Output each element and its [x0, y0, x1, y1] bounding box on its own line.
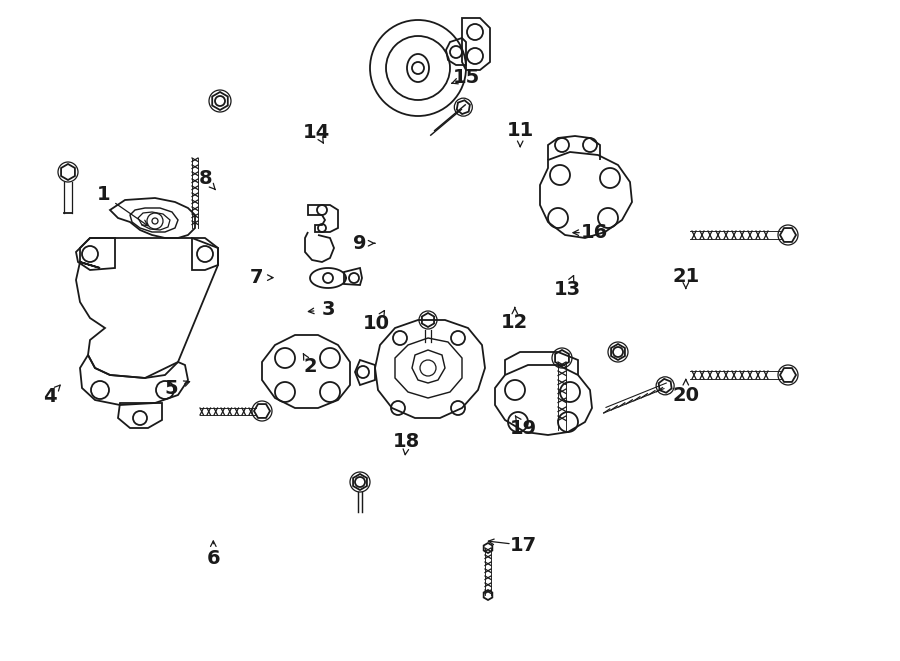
Text: 21: 21 [672, 267, 699, 286]
Text: 4: 4 [42, 387, 57, 406]
Text: 3: 3 [322, 300, 335, 319]
Polygon shape [611, 344, 625, 360]
Text: 6: 6 [206, 549, 220, 568]
Text: 7: 7 [250, 268, 263, 287]
Text: 19: 19 [510, 419, 537, 438]
Text: 20: 20 [672, 386, 699, 405]
Text: 14: 14 [303, 123, 330, 141]
Text: 17: 17 [510, 536, 537, 555]
Text: 12: 12 [501, 313, 528, 332]
Text: 1: 1 [96, 186, 111, 204]
Text: 16: 16 [580, 223, 608, 242]
Text: 8: 8 [198, 169, 212, 188]
Polygon shape [353, 474, 367, 490]
Text: 13: 13 [554, 280, 580, 299]
Polygon shape [212, 92, 228, 110]
Text: 2: 2 [303, 358, 318, 376]
Text: 15: 15 [453, 69, 480, 87]
Text: 18: 18 [393, 432, 420, 451]
Text: 11: 11 [507, 122, 534, 140]
Text: 10: 10 [363, 315, 390, 333]
Text: 9: 9 [353, 234, 367, 253]
Text: 5: 5 [164, 379, 178, 398]
